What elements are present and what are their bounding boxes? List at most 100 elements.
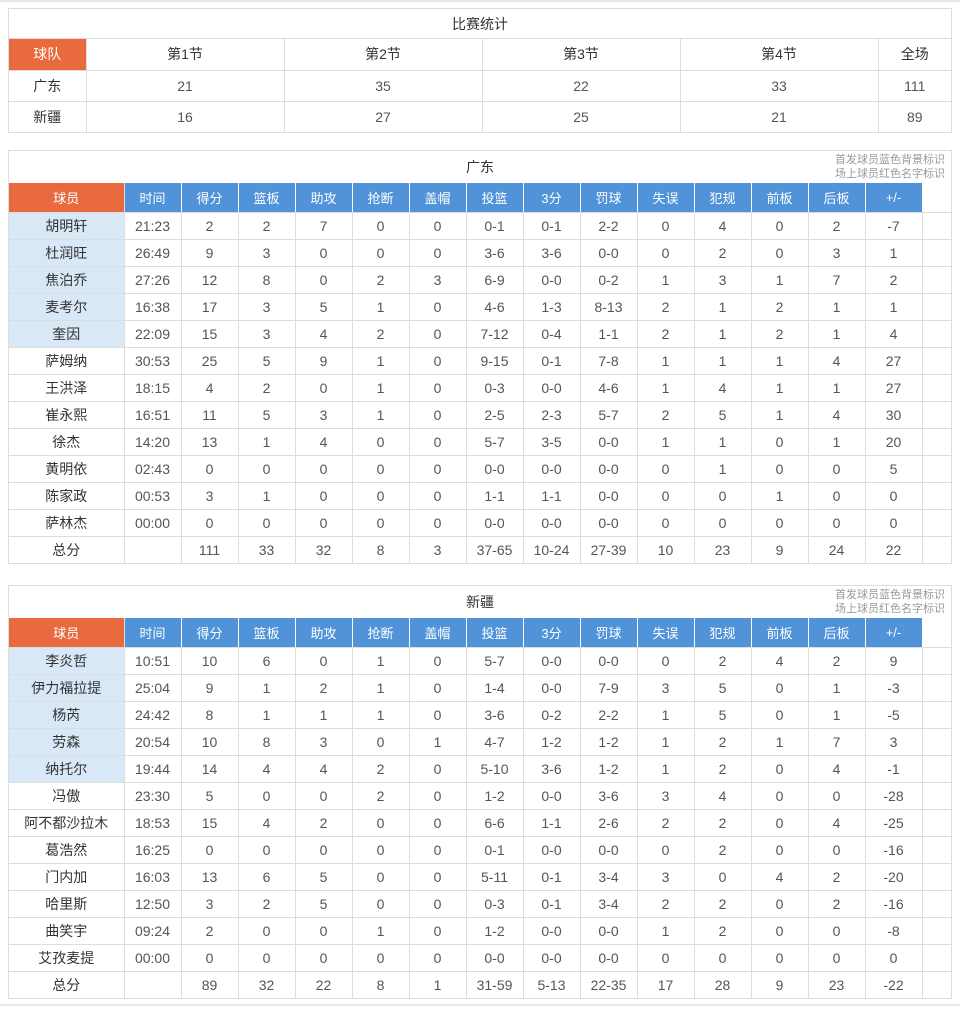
stat-cell: 1 xyxy=(693,319,752,348)
stat-cell: 0-0 xyxy=(522,835,581,864)
stat-cell: 0 xyxy=(351,835,410,864)
stat-cell: 0-2 xyxy=(579,265,638,294)
stat-col-header-4: 助攻 xyxy=(294,183,353,213)
stat-cell: 2 xyxy=(351,319,410,348)
stat-cell: 0 xyxy=(294,943,353,972)
stat-cell: 2 xyxy=(237,373,296,402)
score-col-header-2: 第2节 xyxy=(283,39,483,71)
stat-cell: 4-6 xyxy=(465,292,524,321)
stat-col-header-3: 篮板 xyxy=(237,618,296,648)
stat-cell: 0 xyxy=(807,943,866,972)
stat-cell: 5 xyxy=(693,400,752,429)
stat-cell: 0 xyxy=(693,481,752,510)
stat-cell: 00:00 xyxy=(123,508,182,537)
stat-cell: 18:15 xyxy=(123,373,182,402)
stat-col-header-2: 得分 xyxy=(180,183,239,213)
stat-cell: 0 xyxy=(636,943,695,972)
stat-cell: 9 xyxy=(294,346,353,375)
player-row: 杜润旺 26:49 9 3 0 0 0 3-6 3-6 0-0 0 2 0 3 1 xyxy=(9,238,951,267)
stat-cell: 1 xyxy=(807,700,866,729)
stat-cell: 0 xyxy=(408,916,467,945)
player-name-cell: 李炎哲 xyxy=(9,646,125,675)
stat-cell: 0 xyxy=(408,889,467,918)
player-row: 胡明轩 21:23 2 2 7 0 0 0-1 0-1 2-2 0 4 0 2 -7 xyxy=(9,211,951,240)
stat-cell: 4 xyxy=(294,754,353,783)
stat-cell: 0-0 xyxy=(522,781,581,810)
stat-cell: 4 xyxy=(807,808,866,837)
total-stat-cell: 31-59 xyxy=(465,970,524,998)
stat-cell: 0 xyxy=(180,508,239,537)
stat-header-row: 球员 时间 得分 篮板 助攻 抢断 盖帽 投篮 3分 罚球 失误 犯规 前板 后板 +/- xyxy=(9,618,951,648)
stat-cell: 2 xyxy=(636,319,695,348)
stat-cell: 1 xyxy=(351,673,410,702)
stat-cell: -3 xyxy=(864,673,923,702)
stat-cell: 1 xyxy=(636,265,695,294)
total-stat-cell xyxy=(123,970,182,998)
stat-cell: 23:30 xyxy=(123,781,182,810)
stat-cell: 0 xyxy=(237,916,296,945)
stat-cell: 2 xyxy=(807,211,866,240)
total-stat-cell: 28 xyxy=(693,970,752,998)
legend-line-starter: 首发球员蓝色背景标识 xyxy=(835,589,945,601)
stat-cell: 0-0 xyxy=(579,238,638,267)
stat-cell: 0 xyxy=(807,454,866,483)
stat-cell: 0 xyxy=(807,508,866,537)
stat-cell: 0 xyxy=(750,754,809,783)
player-row: 麦考尔 16:38 17 3 5 1 0 4-6 1-3 8-13 2 1 2 1 1 xyxy=(9,292,951,321)
stat-cell: 0 xyxy=(636,835,695,864)
stat-cell: 3 xyxy=(408,265,467,294)
spacer-cell xyxy=(921,781,951,810)
stat-cell: 2 xyxy=(750,319,809,348)
stat-cell: 0 xyxy=(750,781,809,810)
stat-cell: 0 xyxy=(408,835,467,864)
stat-cell: 4 xyxy=(294,319,353,348)
stat-cell: 2 xyxy=(693,646,752,675)
stat-cell: 24:42 xyxy=(123,700,182,729)
stat-col-header-2: 得分 xyxy=(180,618,239,648)
stat-cell: 1 xyxy=(750,346,809,375)
stat-cell: 0 xyxy=(807,781,866,810)
player-row: 门内加 16:03 13 6 5 0 0 5-11 0-1 3-4 3 0 4 2 -20 xyxy=(9,862,951,891)
stat-cell: 4-6 xyxy=(579,373,638,402)
total-stat-cell: 17 xyxy=(636,970,695,998)
stat-cell: 0 xyxy=(750,238,809,267)
stat-cell: 2 xyxy=(864,265,923,294)
stat-cell: 0 xyxy=(351,889,410,918)
stat-cell: 2 xyxy=(180,916,239,945)
stat-cell: 0-0 xyxy=(522,943,581,972)
stat-cell: 4 xyxy=(180,373,239,402)
stat-col-header-9: 罚球 xyxy=(579,183,638,213)
stat-cell: 8 xyxy=(237,727,296,756)
stat-cell: 0 xyxy=(408,700,467,729)
stat-cell: -16 xyxy=(864,835,923,864)
player-row: 曲笑宇 09:24 2 0 0 1 0 1-2 0-0 0-0 1 2 0 0 -8 xyxy=(9,916,951,945)
spacer-cell xyxy=(921,400,951,429)
stat-col-header-9: 罚球 xyxy=(579,618,638,648)
stat-cell: 2 xyxy=(693,238,752,267)
player-name-cell: 杨芮 xyxy=(9,700,125,729)
stat-cell: 22:09 xyxy=(123,319,182,348)
legend-note: 首发球员蓝色背景标识 场上球员红色名字标识 xyxy=(835,588,945,616)
stat-cell: 0 xyxy=(408,808,467,837)
player-stats-table-guangdong: 球员 时间 得分 篮板 助攻 抢断 盖帽 投篮 3分 罚球 失误 犯规 前板 后板 +/- 胡明轩 21:23… xyxy=(9,183,951,563)
stat-cell: -5 xyxy=(864,700,923,729)
stat-col-header-11: 犯规 xyxy=(693,183,752,213)
total-row: 总分 111 33 32 8 3 37-65 10-24 27-39 10 23 9 24 22 xyxy=(9,535,951,563)
stat-cell: 7 xyxy=(807,265,866,294)
player-name-cell: 艾孜麦提 xyxy=(9,943,125,972)
stat-cell: 0-1 xyxy=(465,211,524,240)
stat-cell: 0-0 xyxy=(522,508,581,537)
stat-cell: 6 xyxy=(237,862,296,891)
stat-cell: 2-6 xyxy=(579,808,638,837)
stat-cell: 2-2 xyxy=(579,211,638,240)
player-name-cell: 徐杰 xyxy=(9,427,125,456)
stat-cell: 1 xyxy=(807,427,866,456)
stat-cell: 5 xyxy=(294,862,353,891)
stat-cell: 0 xyxy=(750,835,809,864)
stat-col-header-5: 抢断 xyxy=(351,183,410,213)
stat-cell: 0 xyxy=(408,943,467,972)
stat-cell: 16:03 xyxy=(123,862,182,891)
stat-cell: 0-3 xyxy=(465,889,524,918)
stat-cell: 1 xyxy=(636,727,695,756)
stat-cell: 0 xyxy=(636,646,695,675)
